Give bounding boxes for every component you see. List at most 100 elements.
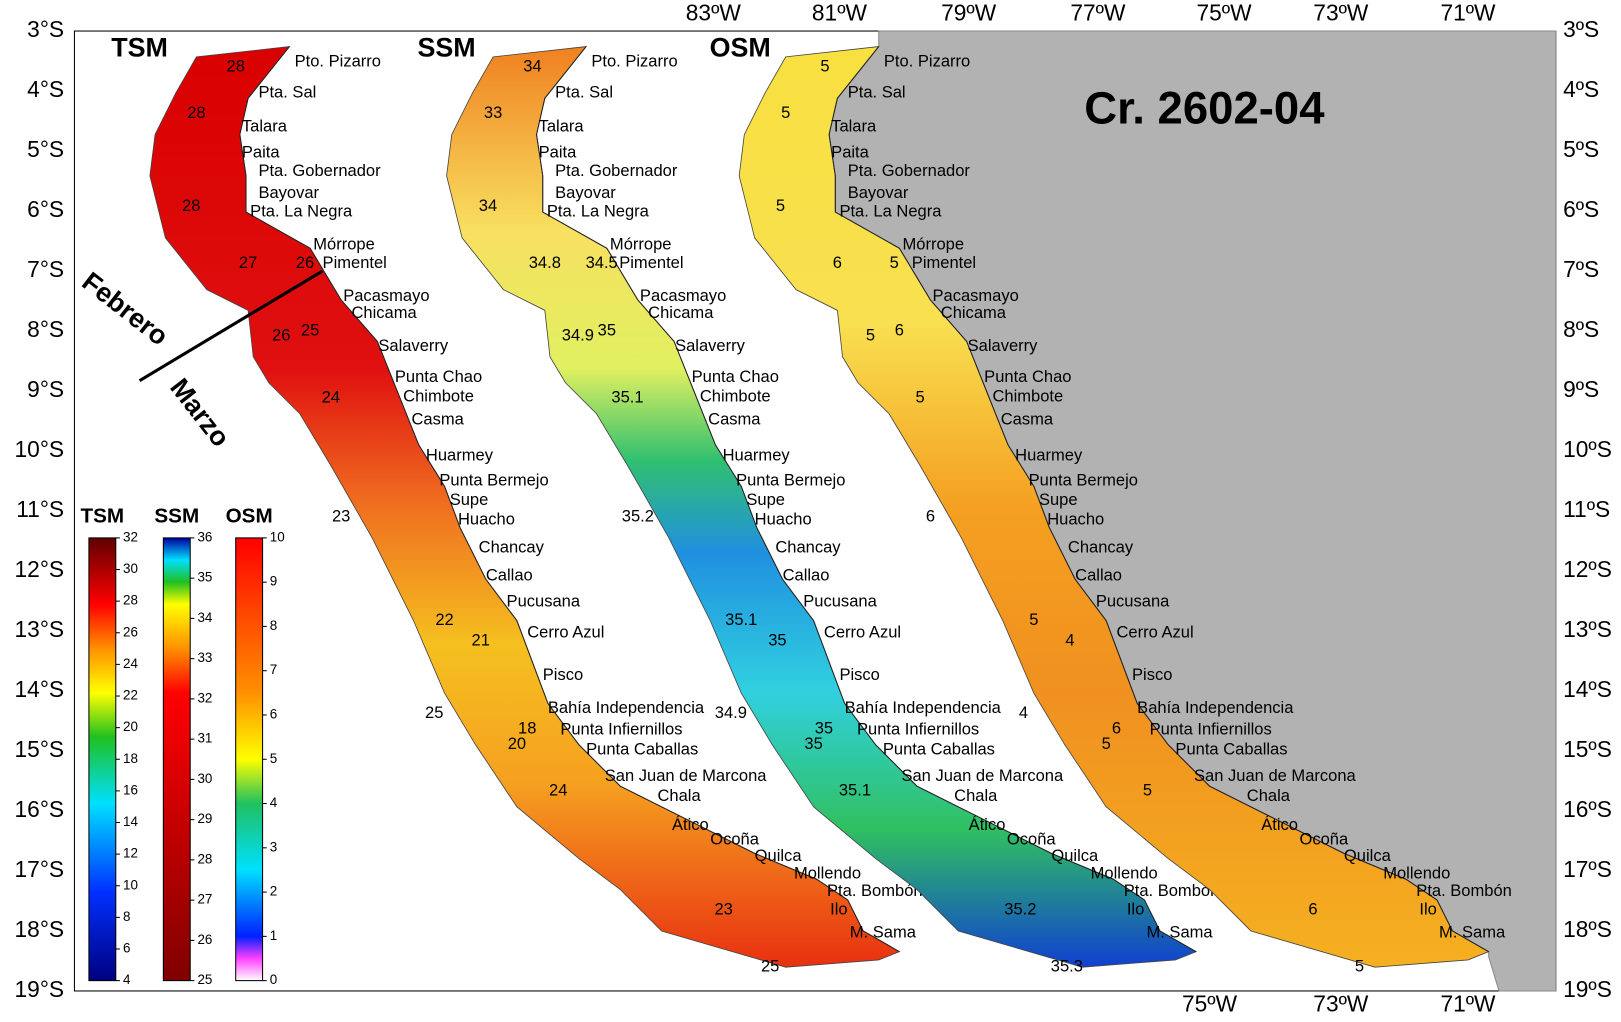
contour-label: 35 bbox=[815, 719, 833, 738]
lat-label: 17ºS bbox=[1563, 856, 1612, 882]
colorbar-tick-label: 10 bbox=[123, 877, 138, 892]
contour-label: 35.2 bbox=[622, 507, 654, 526]
place-label: Pto. Pizarro bbox=[295, 51, 381, 70]
place-label: M. Sama bbox=[1439, 922, 1506, 941]
place-label: Paita bbox=[539, 142, 577, 161]
place-label: Chala bbox=[954, 786, 998, 805]
contour-label: 33 bbox=[484, 103, 502, 122]
colorbar-tick-label: 31 bbox=[197, 731, 212, 746]
contour-label: 5 bbox=[776, 196, 785, 215]
panel-title: SSM bbox=[417, 33, 475, 63]
colorbar-tick-label: 7 bbox=[270, 662, 277, 677]
place-label: Punta Infiernillos bbox=[857, 720, 979, 739]
contour-label: 20 bbox=[508, 734, 526, 753]
place-label: Pta. La Negra bbox=[839, 201, 942, 220]
colorbar-tick-label: 8 bbox=[123, 909, 130, 924]
place-label: Punta Caballas bbox=[586, 739, 698, 758]
place-label: Huarmey bbox=[426, 446, 494, 465]
place-label: M. Sama bbox=[1146, 922, 1213, 941]
lat-label: 3°S bbox=[27, 16, 64, 42]
place-label: Pta. Sal bbox=[258, 82, 316, 101]
contour-label: 5 bbox=[866, 326, 875, 345]
place-label: Pta. Bombón bbox=[1416, 881, 1512, 900]
colorbar-tick-label: 22 bbox=[123, 688, 138, 703]
colorbar-tick-label: 8 bbox=[270, 618, 277, 633]
place-label: Pacasmayo bbox=[932, 286, 1018, 305]
place-label: Pto. Pizarro bbox=[884, 51, 970, 70]
lat-label: 17°S bbox=[15, 856, 65, 882]
panel-title: OSM bbox=[710, 33, 771, 63]
lat-label: 12°S bbox=[15, 556, 65, 582]
place-label: Pta. Sal bbox=[555, 82, 613, 101]
place-label: Bahía Independencia bbox=[1137, 698, 1294, 717]
place-label: Pucusana bbox=[803, 591, 877, 610]
contour-label: 5 bbox=[1355, 957, 1364, 976]
place-label: Quilca bbox=[755, 846, 803, 865]
lat-label: 15°S bbox=[15, 736, 65, 762]
lat-label: 10°S bbox=[15, 436, 65, 462]
contour-label: 18 bbox=[518, 719, 536, 738]
place-label: Ocoña bbox=[1299, 829, 1348, 848]
colorbar-tick-label: 25 bbox=[197, 972, 212, 987]
lat-label: 16°S bbox=[15, 796, 65, 822]
place-label: Supe bbox=[746, 490, 785, 509]
colorbar-title: SSM bbox=[154, 505, 199, 528]
colorbar bbox=[88, 537, 117, 982]
lat-label: 19ºS bbox=[1563, 976, 1612, 1002]
place-label: Callao bbox=[1075, 566, 1122, 585]
lat-label: 8°S bbox=[27, 316, 64, 342]
colorbar-tick-label: 5 bbox=[270, 751, 277, 766]
lat-label: 4ºS bbox=[1563, 76, 1599, 102]
contour-label: 34 bbox=[523, 57, 541, 76]
colorbar-tick-label: 30 bbox=[197, 771, 212, 786]
place-label: Bayovar bbox=[848, 183, 909, 202]
lat-label: 6°S bbox=[27, 196, 64, 222]
place-label: Pta. Bombón bbox=[827, 881, 923, 900]
contour-label: 21 bbox=[472, 631, 490, 650]
lat-label: 18°S bbox=[15, 916, 65, 942]
place-label: Punta Chao bbox=[984, 367, 1071, 386]
period-divider bbox=[138, 269, 324, 382]
coastline bbox=[828, 46, 1489, 953]
colorbar-tick-label: 29 bbox=[197, 811, 212, 826]
colorbar-tick-label: 0 bbox=[270, 972, 277, 987]
place-label: Pta. Bombón bbox=[1124, 881, 1220, 900]
contour-label: 35.1 bbox=[611, 388, 643, 407]
contour-label: 6 bbox=[926, 507, 935, 526]
place-label: Huarmey bbox=[723, 446, 791, 465]
lat-label: 9°S bbox=[27, 376, 64, 402]
contour-label: 6 bbox=[1308, 900, 1317, 919]
colorbar-tick-label: 4 bbox=[123, 972, 131, 987]
contour-label: 26 bbox=[272, 326, 290, 345]
lat-label: 3ºS bbox=[1563, 16, 1599, 42]
place-label: Casma bbox=[1001, 409, 1054, 428]
place-label: Cerro Azul bbox=[527, 622, 604, 641]
contour-label: 27 bbox=[239, 253, 257, 272]
colorbar-tick-label: 32 bbox=[123, 529, 138, 544]
place-label: Bahía Independencia bbox=[845, 698, 1002, 717]
place-label: Chancay bbox=[775, 538, 841, 557]
colorbar-tick-label: 28 bbox=[197, 851, 212, 866]
place-label: Mollendo bbox=[1091, 863, 1158, 882]
contour-label: 34 bbox=[479, 196, 497, 215]
colorbar-tick-label: 35 bbox=[197, 570, 212, 585]
place-label: Bayovar bbox=[555, 183, 616, 202]
contour-label: 5 bbox=[915, 388, 924, 407]
place-label: Ático bbox=[1261, 815, 1298, 834]
colorbar-tick-label: 20 bbox=[123, 719, 138, 734]
lat-label: 11°S bbox=[16, 496, 64, 522]
contour-label: 24 bbox=[322, 388, 340, 407]
lat-label: 7ºS bbox=[1563, 256, 1599, 282]
place-label: Cerro Azul bbox=[1117, 622, 1194, 641]
lat-label: 19°S bbox=[15, 976, 65, 1002]
contour-label: 4 bbox=[1065, 631, 1074, 650]
contour-label: 5 bbox=[781, 103, 790, 122]
colorbar-tick-label: 36 bbox=[197, 529, 212, 544]
place-label: Punta Caballas bbox=[1175, 739, 1287, 758]
contour-label: 35.1 bbox=[725, 610, 757, 629]
lon-label: 71ºW bbox=[1440, 990, 1496, 1016]
contour-label: 25 bbox=[761, 957, 779, 976]
contour-label: 5 bbox=[1143, 781, 1152, 800]
contour-label: 5 bbox=[1102, 734, 1111, 753]
place-label: Paita bbox=[242, 142, 280, 161]
